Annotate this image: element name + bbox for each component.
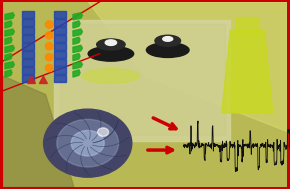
Polygon shape [3,76,74,187]
Bar [22,19,34,26]
Polygon shape [73,62,82,69]
Circle shape [44,109,132,177]
Polygon shape [73,29,82,36]
Circle shape [45,21,53,28]
Ellipse shape [155,35,181,46]
Bar [54,19,66,26]
Polygon shape [5,70,12,77]
Bar [54,11,66,18]
Bar [54,75,66,82]
Bar [54,59,66,66]
Bar [236,17,259,35]
Circle shape [45,53,53,61]
Polygon shape [88,2,287,132]
Ellipse shape [163,37,173,41]
Bar [54,20,230,141]
Bar [54,67,66,74]
Bar [54,27,66,34]
Polygon shape [73,13,82,20]
Polygon shape [39,76,47,84]
Polygon shape [28,76,35,84]
Ellipse shape [105,40,117,45]
Polygon shape [5,21,12,28]
Bar [22,51,34,58]
Bar [54,35,66,42]
Circle shape [98,128,109,136]
Bar [54,43,66,50]
Polygon shape [5,37,12,44]
Polygon shape [5,45,14,53]
Circle shape [71,130,104,156]
Circle shape [57,119,119,167]
Polygon shape [73,53,80,61]
Bar [22,59,34,66]
Bar [22,27,34,34]
Ellipse shape [88,46,134,61]
Polygon shape [222,30,273,113]
Polygon shape [73,45,82,53]
Circle shape [45,64,53,72]
Bar [54,51,66,58]
Polygon shape [5,13,14,20]
Ellipse shape [146,43,189,57]
Ellipse shape [82,69,139,83]
Circle shape [45,32,53,39]
Polygon shape [73,70,80,77]
Polygon shape [73,37,80,44]
Bar [22,75,34,82]
Polygon shape [73,21,80,28]
Polygon shape [5,29,14,36]
Bar [22,35,34,42]
Polygon shape [5,62,14,69]
Bar [22,67,34,74]
Bar [22,43,34,50]
Bar [60,24,224,135]
Circle shape [45,43,53,50]
Bar [22,11,34,18]
Polygon shape [5,53,12,61]
Ellipse shape [97,39,125,50]
